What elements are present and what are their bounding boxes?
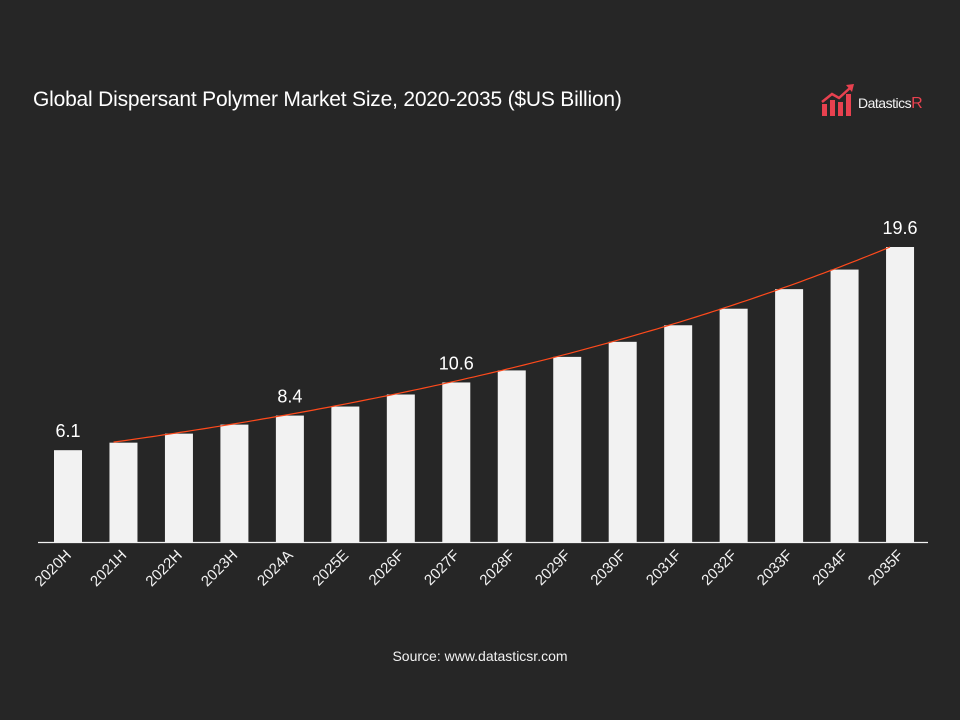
bar-2028F — [497, 370, 526, 542]
x-tick-label: 2032F — [698, 547, 740, 589]
bar-2031F — [664, 325, 693, 542]
x-tick-label: 2026F — [366, 547, 408, 589]
x-tick-label: 2033F — [754, 547, 796, 589]
chart-title: Global Dispersant Polymer Market Size, 2… — [33, 88, 622, 111]
bar-2029F — [553, 356, 582, 542]
x-tick-label: 2029F — [532, 547, 574, 589]
x-tick-label: 2030F — [587, 547, 629, 589]
bar-2020H — [54, 450, 82, 542]
x-tick-label: 2023H — [198, 547, 241, 590]
data-label-2024A: 8.4 — [277, 387, 302, 407]
bar-2023H — [220, 424, 249, 542]
x-tick-label: 2022H — [142, 547, 185, 590]
bar-2030F — [608, 341, 637, 542]
x-tick-label: 2021H — [87, 547, 130, 590]
x-tick-label: 2028F — [476, 547, 518, 589]
bar-2021H — [109, 442, 138, 542]
bar-2022H — [164, 433, 193, 542]
bar-2024A — [275, 415, 304, 542]
bar-2034F — [830, 269, 859, 542]
data-label-2027F: 10.6 — [439, 353, 474, 373]
bar-2035F — [886, 247, 915, 542]
source-note: Source: www.datasticsr.com — [392, 648, 568, 664]
bar-chart-arrow-icon — [821, 84, 854, 116]
bar-2032F — [719, 308, 748, 542]
x-tick-label: 2035F — [865, 547, 907, 589]
trendline — [113, 246, 891, 443]
x-tick-label: 2027F — [421, 547, 463, 589]
logo-text-main: Datastics — [858, 95, 912, 111]
data-label-2035F: 19.6 — [883, 218, 918, 238]
x-tick-label: 2031F — [643, 547, 685, 589]
bar-2027F — [442, 382, 471, 542]
x-tick-label: 2020H — [32, 547, 75, 590]
bar-2026F — [386, 394, 415, 542]
data-label-2020H: 6.1 — [55, 421, 80, 441]
bar-2025E — [331, 406, 360, 542]
x-tick-label: 2025E — [309, 547, 352, 590]
datasticsr-logo: DatasticsR — [820, 82, 930, 118]
logo-text-accent: R — [911, 95, 923, 112]
bar-2033F — [775, 289, 804, 542]
x-tick-label: 2034F — [809, 547, 851, 589]
x-tick-label: 2024A — [254, 547, 297, 590]
